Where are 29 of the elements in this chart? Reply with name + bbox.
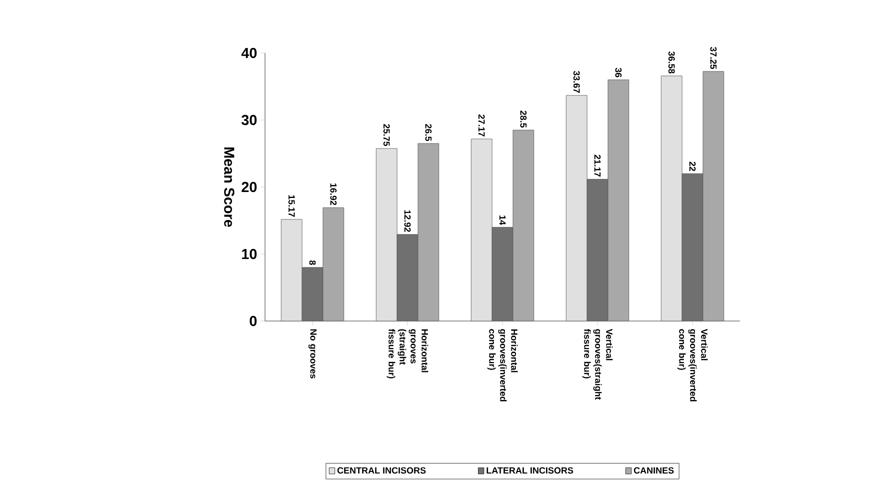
data-label: 14 <box>499 216 506 225</box>
data-label: 25.75 <box>383 124 390 146</box>
x-tick-label: Vertical grooves(inverted cone bur) <box>677 328 708 402</box>
data-label: 37.25 <box>710 46 717 69</box>
data-label: 26.5 <box>425 124 432 141</box>
y-tick-label: 10 <box>242 248 257 260</box>
data-label: 22 <box>689 162 696 172</box>
legend-label: CANINES <box>634 467 674 474</box>
legend-label: CENTRAL INCISORS <box>337 467 426 474</box>
x-tick-label: No grooves <box>308 329 317 378</box>
legend-label: LATERAL INCISORS <box>486 467 574 474</box>
data-label: 12.92 <box>404 210 411 232</box>
data-label: 27.17 <box>478 114 485 136</box>
y-tick-label: 0 <box>250 316 257 326</box>
y-axis-title: Mean Score <box>224 148 234 227</box>
y-tick-label: 20 <box>242 182 257 192</box>
data-label: 21.17 <box>594 154 601 177</box>
x-tick-label: Horizontal grooves (straight fissure bur) <box>386 328 428 378</box>
data-label: 28.5 <box>520 110 527 128</box>
data-label: 15.17 <box>288 195 295 217</box>
x-tick-label: Vertical grooves(straight fissure bur) <box>582 328 613 400</box>
x-tick-label: Horizontal grooves(inverted cone bur) <box>487 329 518 402</box>
data-label: 16.92 <box>330 183 337 206</box>
data-label: 36 <box>615 68 622 78</box>
y-tick-label: 30 <box>242 114 257 126</box>
data-label: 36.58 <box>668 51 675 74</box>
data-label: 8 <box>309 260 316 265</box>
y-tick-label: 40 <box>241 48 257 58</box>
data-label: 33.67 <box>573 70 580 93</box>
